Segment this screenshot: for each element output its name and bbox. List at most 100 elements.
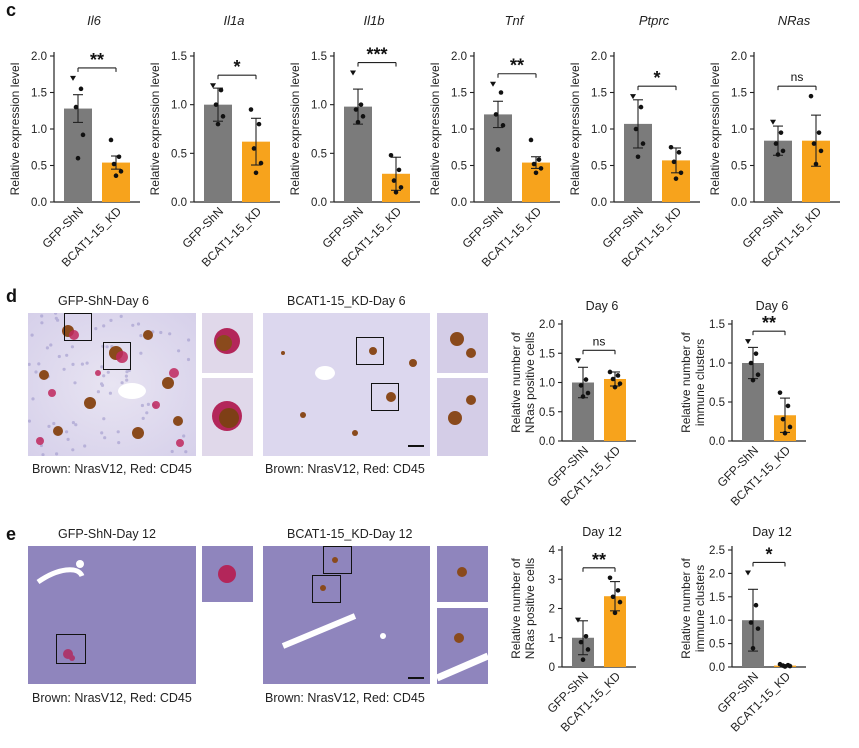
nucleus	[119, 314, 123, 318]
y-tick-label: 1.5	[731, 88, 747, 100]
micrograph-e-control	[28, 546, 196, 684]
data-point	[398, 185, 404, 190]
nucleus	[80, 362, 84, 366]
y-tick-label: 1.0	[709, 358, 725, 370]
nucleus	[55, 452, 59, 456]
data-point	[635, 154, 641, 160]
nucleus	[103, 436, 107, 440]
y-tick-label: 2.0	[709, 568, 725, 580]
data-point	[773, 141, 779, 146]
significance-label: **	[510, 56, 524, 76]
data-point	[610, 376, 616, 382]
micrograph-title-e-left: GFP-ShN-Day 12	[58, 527, 156, 541]
data-point	[578, 383, 584, 388]
data-point	[638, 104, 644, 110]
caption-d-left: Brown: NrasV12, Red: CD45	[32, 462, 192, 476]
data-point	[617, 599, 623, 605]
y-tick-label: 0.0	[311, 197, 327, 209]
chart-title: Il6	[87, 13, 102, 28]
data-point	[493, 112, 499, 117]
data-point	[780, 416, 786, 422]
data-point	[220, 114, 226, 119]
stained-cells	[39, 325, 183, 439]
data-point	[350, 70, 356, 76]
data-point	[253, 170, 259, 176]
y-tick-label: 1.0	[591, 124, 607, 136]
data-point	[75, 155, 81, 161]
y-tick-label: 0.5	[539, 407, 555, 419]
nucleus	[47, 424, 51, 428]
nucleus	[106, 370, 110, 374]
chart-title: Day 6	[586, 299, 619, 313]
nucleus	[40, 321, 44, 325]
nucleus	[124, 374, 128, 378]
y-tick-label: 0.0	[731, 197, 747, 209]
bar-chart-nras: NRas Relative expression level 0.0 0.5 1.0 1.…	[708, 13, 840, 270]
nucleus	[71, 362, 75, 366]
nucleus	[182, 434, 186, 438]
nucleus	[105, 345, 109, 349]
nucleus	[109, 318, 113, 322]
bar-chart-d-immune: Day 6 Relative number of immune clusters0.…	[680, 299, 806, 509]
bar-control	[484, 114, 512, 202]
chart-title: Tnf	[505, 13, 525, 28]
y-tick-label: 2.0	[731, 51, 747, 63]
nucleus	[45, 346, 49, 350]
data-point	[610, 594, 616, 600]
data-point	[755, 626, 761, 631]
y-tick-label: 1.0	[311, 100, 327, 112]
nucleus	[125, 378, 129, 382]
data-point	[538, 166, 544, 171]
y-axis-label: NRas positive cells	[523, 332, 537, 433]
nucleus	[100, 382, 104, 386]
significance-label: ns	[791, 70, 804, 84]
data-point	[668, 144, 674, 150]
zoom-box-6	[323, 546, 352, 574]
bar-control	[64, 108, 92, 202]
micrograph-title-d-left: GFP-ShN-Day 6	[58, 294, 149, 308]
data-point	[607, 369, 613, 375]
nucleus	[120, 381, 124, 385]
data-point	[818, 148, 824, 154]
y-tick-label: 1.5	[311, 51, 327, 63]
nucleus	[83, 444, 87, 448]
nucleus	[102, 374, 106, 378]
nucleus	[139, 351, 143, 355]
bar-chart-tnf: Tnf Relative expression level 0.0 0.5 1.0 1.5…	[428, 13, 560, 270]
data-point	[108, 137, 114, 143]
nucleus	[52, 421, 56, 426]
data-point	[218, 87, 224, 93]
nucleus	[40, 314, 44, 318]
bar-chart-ptprc: Ptprc Relative expression level 0.0 0.5 1.0 1…	[568, 13, 700, 270]
zoom-box-2	[103, 342, 131, 370]
nucleus	[94, 327, 98, 331]
y-tick-label: 2.0	[451, 51, 467, 63]
data-point	[500, 123, 506, 128]
data-point	[753, 602, 759, 608]
y-axis-label: Relative expression level	[8, 63, 22, 196]
data-point	[78, 86, 84, 92]
data-point	[808, 93, 814, 99]
nucleus	[141, 416, 145, 420]
data-point	[118, 169, 124, 174]
inset-e-knockdown-bottom	[437, 608, 488, 684]
data-point	[575, 358, 581, 364]
data-point	[388, 152, 394, 158]
bar-knockdown	[604, 378, 626, 441]
y-tick-label: 3	[549, 574, 555, 586]
data-point	[80, 132, 86, 138]
data-point	[116, 154, 122, 160]
zoom-box-4	[371, 383, 399, 411]
data-point	[585, 647, 591, 652]
data-point	[258, 160, 264, 166]
nucleus	[100, 365, 104, 369]
nucleus	[85, 361, 89, 365]
data-point	[785, 403, 791, 409]
y-axis-label: Relative number of	[680, 331, 693, 432]
nucleus	[131, 323, 135, 327]
y-tick-label: 1.5	[591, 88, 607, 100]
y-tick-label: 1	[549, 633, 555, 645]
y-tick-label: 1.5	[539, 348, 555, 360]
data-point	[213, 102, 219, 107]
micrograph-title-d-right: BCAT1-15_KD-Day 6	[287, 294, 406, 308]
